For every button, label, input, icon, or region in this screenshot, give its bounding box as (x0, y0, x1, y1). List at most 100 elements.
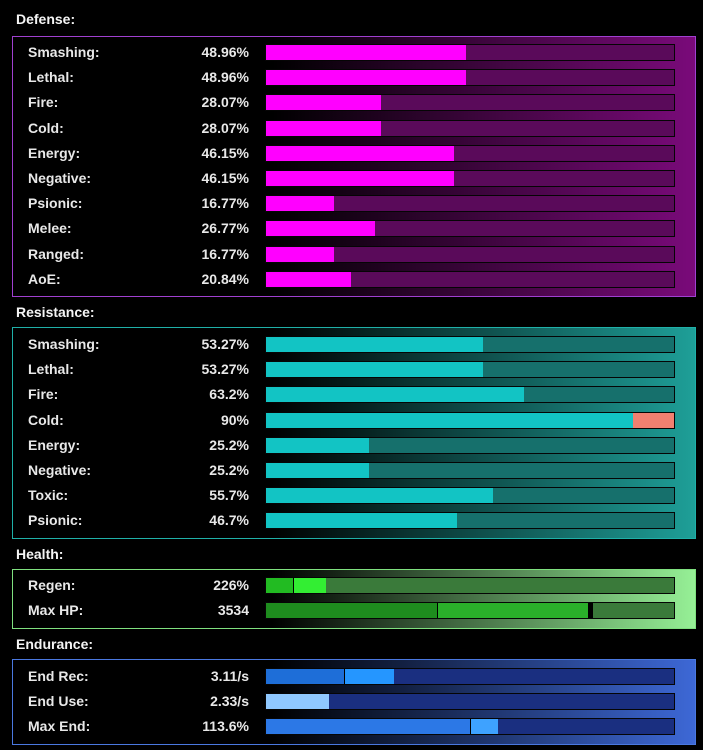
resistance-bar-track (265, 512, 675, 530)
health-bar-divider (437, 603, 438, 619)
health-bar-segment (293, 578, 326, 593)
endurance-bar-segment (344, 669, 394, 684)
resistance-bar-track (265, 462, 675, 479)
endurance-bar-track (265, 668, 675, 685)
health-panel: Regen: 226% Max HP: 3534 (12, 569, 696, 629)
defense-bar-track (265, 69, 675, 87)
resistance-stat-value: 53.27% (201, 336, 249, 352)
defense-stat-label: Smashing: (28, 44, 100, 60)
endurance-bar-segment (266, 719, 470, 735)
defense-stat-value: 46.15% (201, 170, 249, 186)
resistance-row: Energy: 25.2% (13, 434, 695, 459)
endurance-stat-label: Max End: (28, 718, 91, 735)
defense-bar-track (265, 144, 675, 162)
defense-stat-value: 16.77% (201, 195, 249, 212)
resistance-bar-track (265, 361, 675, 379)
defense-row: Smashing: 48.96% (13, 41, 695, 66)
endurance-stat-label: End Rec: (28, 668, 89, 684)
health-bar-segment (266, 578, 293, 593)
defense-stat-label: Cold: (28, 119, 64, 136)
resistance-stat-label: Negative: (28, 462, 92, 478)
resistance-row: Toxic: 55.7% (13, 484, 695, 509)
defense-row: Negative: 46.15% (13, 167, 695, 192)
health-stat-value: 226% (213, 577, 249, 593)
defense-bar-track (265, 195, 675, 213)
resistance-bar-fill (266, 412, 633, 428)
defense-bar-track (265, 94, 675, 112)
defense-bar-fill (266, 221, 375, 237)
endurance-row: Max End: 113.6% (13, 715, 695, 740)
endurance-bar-segment (266, 669, 344, 684)
resistance-panel: Smashing: 53.27% Lethal: 53.27% Fire: 63.2% Co… (12, 327, 696, 539)
resistance-row: Lethal: 53.27% (13, 358, 695, 383)
endurance-row: End Use: 2.33/s (13, 690, 695, 715)
defense-bar-track (265, 245, 675, 263)
defense-row: Ranged: 16.77% (13, 243, 695, 268)
defense-bar-fill (266, 145, 454, 161)
defense-bar-track (265, 119, 675, 137)
resistance-stat-label: Cold: (28, 411, 64, 428)
health-bar-divider (588, 603, 589, 619)
resistance-row: Negative: 25.2% (13, 459, 695, 484)
resistance-bar-cap-marker (633, 412, 674, 428)
resistance-bar-track (265, 411, 675, 429)
defense-stat-value: 28.07% (201, 94, 249, 111)
defense-row: Cold: 28.07% (13, 117, 695, 142)
defense-stat-value: 20.84% (201, 270, 249, 287)
defense-stat-label: Melee: (28, 220, 72, 237)
resistance-bar-track (265, 487, 675, 505)
endurance-title: Endurance: (16, 636, 94, 652)
endurance-panel: End Rec: 3.11/s End Use: 2.33/s Max End: 113.… (12, 659, 696, 745)
health-row: Max HP: 3534 (13, 599, 695, 624)
defense-row: Psionic: 16.77% (13, 192, 695, 217)
resistance-row: Fire: 63.2% (13, 383, 695, 408)
defense-title: Defense: (16, 11, 76, 27)
health-title: Health: (16, 546, 64, 562)
endurance-stat-value: 2.33/s (210, 693, 249, 710)
defense-row: Melee: 26.77% (13, 217, 695, 242)
defense-stat-label: Negative: (28, 170, 92, 186)
defense-stat-label: Ranged: (28, 245, 84, 262)
resistance-stat-value: 55.7% (209, 487, 249, 504)
defense-stat-value: 28.07% (201, 119, 249, 136)
defense-bar-fill (266, 45, 466, 60)
health-bar-segment (437, 603, 588, 619)
health-row: Regen: 226% (13, 574, 695, 599)
defense-stat-value: 48.96% (201, 44, 249, 60)
endurance-bar-divider (344, 669, 345, 684)
resistance-stat-label: Fire: (28, 386, 59, 403)
resistance-row: Cold: 90% (13, 409, 695, 434)
endurance-bar-segment (266, 694, 329, 710)
resistance-bar-fill (266, 362, 483, 378)
resistance-bar-track (265, 336, 675, 353)
resistance-title: Resistance: (16, 304, 95, 320)
resistance-stat-label: Psionic: (28, 512, 83, 529)
resistance-bar-fill (266, 337, 483, 352)
defense-bar-fill (266, 246, 334, 262)
endurance-row: End Rec: 3.11/s (13, 665, 695, 690)
resistance-stat-label: Lethal: (28, 361, 74, 378)
endurance-bar-segment (470, 719, 498, 735)
health-bar-segment (588, 603, 593, 619)
defense-bar-fill (266, 171, 454, 186)
resistance-stat-value: 46.7% (209, 512, 249, 529)
endurance-stat-value: 113.6% (202, 718, 249, 735)
defense-stat-label: Energy: (28, 144, 81, 161)
endurance-bar-track (265, 718, 675, 736)
endurance-bar-track (265, 693, 675, 711)
defense-row: Energy: 46.15% (13, 142, 695, 167)
resistance-bar-fill (266, 513, 457, 529)
resistance-stat-label: Smashing: (28, 336, 100, 352)
resistance-bar-fill (266, 387, 524, 403)
defense-row: Fire: 28.07% (13, 91, 695, 116)
resistance-bar-track (265, 436, 675, 454)
resistance-stat-value: 53.27% (201, 361, 249, 378)
resistance-bar-track (265, 386, 675, 404)
health-bar-segment (266, 603, 437, 619)
defense-panel: Smashing: 48.96% Lethal: 48.96% Fire: 28.07% C… (12, 36, 696, 297)
defense-stat-label: AoE: (28, 270, 61, 287)
defense-stat-value: 46.15% (201, 144, 249, 161)
resistance-bar-fill (266, 488, 493, 504)
health-bar-divider (293, 578, 294, 593)
defense-bar-fill (266, 120, 381, 136)
